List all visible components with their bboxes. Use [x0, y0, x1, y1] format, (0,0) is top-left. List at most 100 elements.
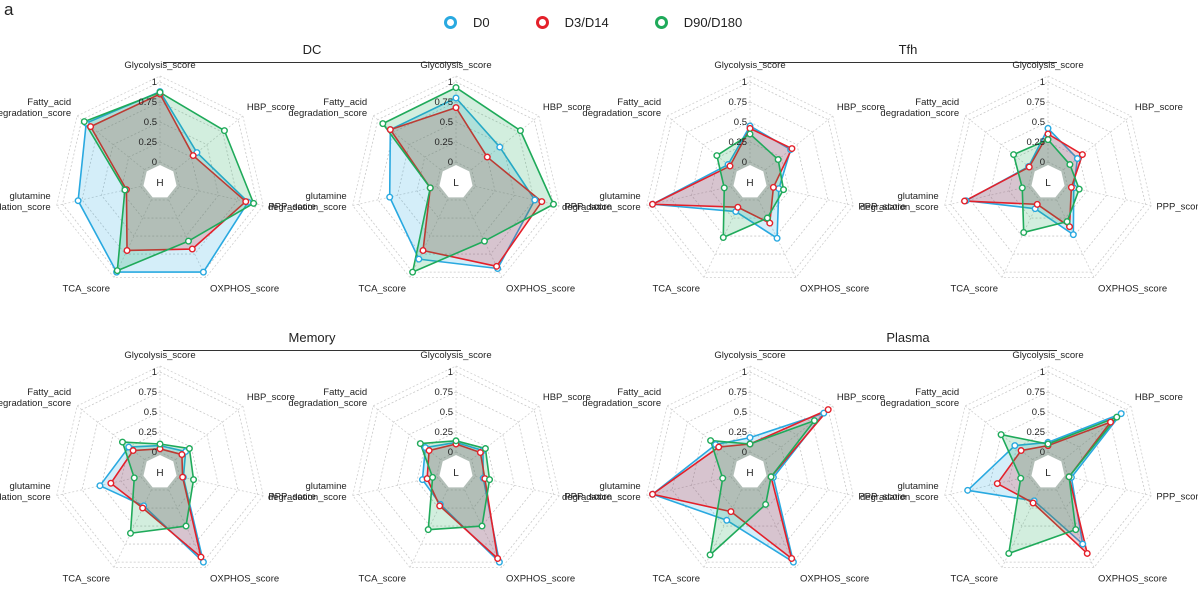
data-point [1005, 549, 1013, 557]
data-point [96, 482, 104, 490]
tick-label: 0.5 [440, 407, 453, 418]
data-point [486, 476, 494, 484]
tick-label: 0 [448, 157, 453, 168]
axis-label: TCA_score [652, 574, 700, 585]
tick-label: 0.75 [139, 97, 158, 108]
data-point [107, 479, 115, 487]
axis-label: HBP_score [837, 102, 885, 113]
axis-label: HBP_score [247, 392, 295, 403]
center-hole [733, 165, 767, 198]
data-point [1017, 447, 1025, 455]
data-point [476, 449, 484, 457]
data-point [80, 118, 88, 126]
axis-label: HBP_score [247, 102, 295, 113]
grid-ring [358, 371, 554, 563]
grid-ring [120, 431, 200, 509]
grid-ring [81, 391, 239, 545]
data-point [189, 152, 197, 160]
data-point [1069, 231, 1077, 239]
data-point [769, 183, 777, 191]
tick-label: 1 [152, 77, 157, 88]
grid-ring [416, 141, 496, 219]
series-area-d3-d14 [996, 421, 1112, 555]
data-point [1073, 155, 1081, 163]
legend-swatch-d0 [444, 15, 457, 29]
axis-label: HBP_score [837, 392, 885, 403]
group-rule-plasma [759, 350, 1057, 351]
axis-label: HBP_score [1135, 102, 1183, 113]
data-point [480, 237, 488, 245]
axis-label: Fatty_acid degradation_score [582, 97, 661, 119]
legend-item-d0: D0 [444, 15, 490, 30]
axis-label: Glycolysis_score [420, 350, 491, 361]
tick-label: 0 [152, 447, 157, 458]
data-point [1075, 185, 1083, 193]
center-label: H [746, 468, 753, 479]
data-point [416, 440, 424, 448]
grid-outer-ring [352, 365, 560, 568]
data-point [156, 88, 164, 96]
data-point [139, 504, 147, 512]
grid-outer-ring [646, 365, 854, 568]
center-label: L [453, 468, 459, 479]
group-title-plasma: Plasma [886, 330, 930, 345]
data-point [113, 267, 121, 275]
grid-ring [140, 161, 180, 201]
grid-outer-ring [646, 75, 854, 278]
tick-label: 0.5 [1032, 117, 1045, 128]
grid-ring [652, 81, 848, 273]
data-point [538, 198, 546, 206]
data-point [1025, 163, 1033, 171]
data-point [242, 198, 250, 206]
grid-ring [358, 81, 554, 273]
axis-label: HBP_score [1135, 392, 1183, 403]
data-point [746, 434, 754, 442]
axis-label: OXPHOS_score [506, 574, 575, 585]
axis-label: PPP_score [1156, 202, 1198, 213]
tick-label: 1 [1040, 77, 1045, 88]
tick-label: 0 [742, 447, 747, 458]
center-hole [439, 455, 473, 488]
tick-label: 0.75 [139, 387, 158, 398]
axis-label: Fatty_acid degradation_score [288, 387, 367, 409]
grid-ring [101, 411, 219, 527]
data-point [1011, 442, 1019, 450]
tick-label: 0.5 [734, 117, 747, 128]
data-point [746, 130, 754, 138]
data-point [199, 268, 207, 276]
grid-outer-ring [352, 75, 560, 278]
data-point [452, 104, 460, 112]
grid-ring [710, 141, 790, 219]
data-point [1020, 228, 1028, 236]
tick-label: 0.25 [1027, 137, 1046, 148]
tick-label: 1 [448, 77, 453, 88]
tick-label: 0.5 [144, 407, 157, 418]
data-point [182, 522, 190, 530]
tick-label: 0.75 [1027, 387, 1046, 398]
data-point [964, 486, 972, 494]
legend-label-d0: D0 [473, 14, 490, 30]
axis-label: Fatty_acid degradation_score [0, 387, 71, 409]
data-point [993, 480, 1001, 488]
group-rule-dc [163, 62, 461, 63]
tick-label: 0.75 [729, 97, 748, 108]
tick-label: 0.5 [144, 117, 157, 128]
grid-spoke [769, 476, 854, 496]
grid-ring [710, 431, 790, 509]
data-point [436, 502, 444, 510]
center-hole [1031, 455, 1065, 488]
data-point [425, 447, 433, 455]
data-point [1079, 540, 1087, 548]
data-point [726, 162, 734, 170]
data-point [997, 431, 1005, 439]
data-point [1107, 418, 1115, 426]
axis-label: TCA_score [652, 284, 700, 295]
tick-label: 0.75 [435, 387, 454, 398]
data-point [961, 197, 969, 205]
data-point [156, 440, 164, 448]
axis-label: Glycolysis_score [714, 60, 785, 71]
legend-swatch-d3-d14 [535, 15, 549, 29]
